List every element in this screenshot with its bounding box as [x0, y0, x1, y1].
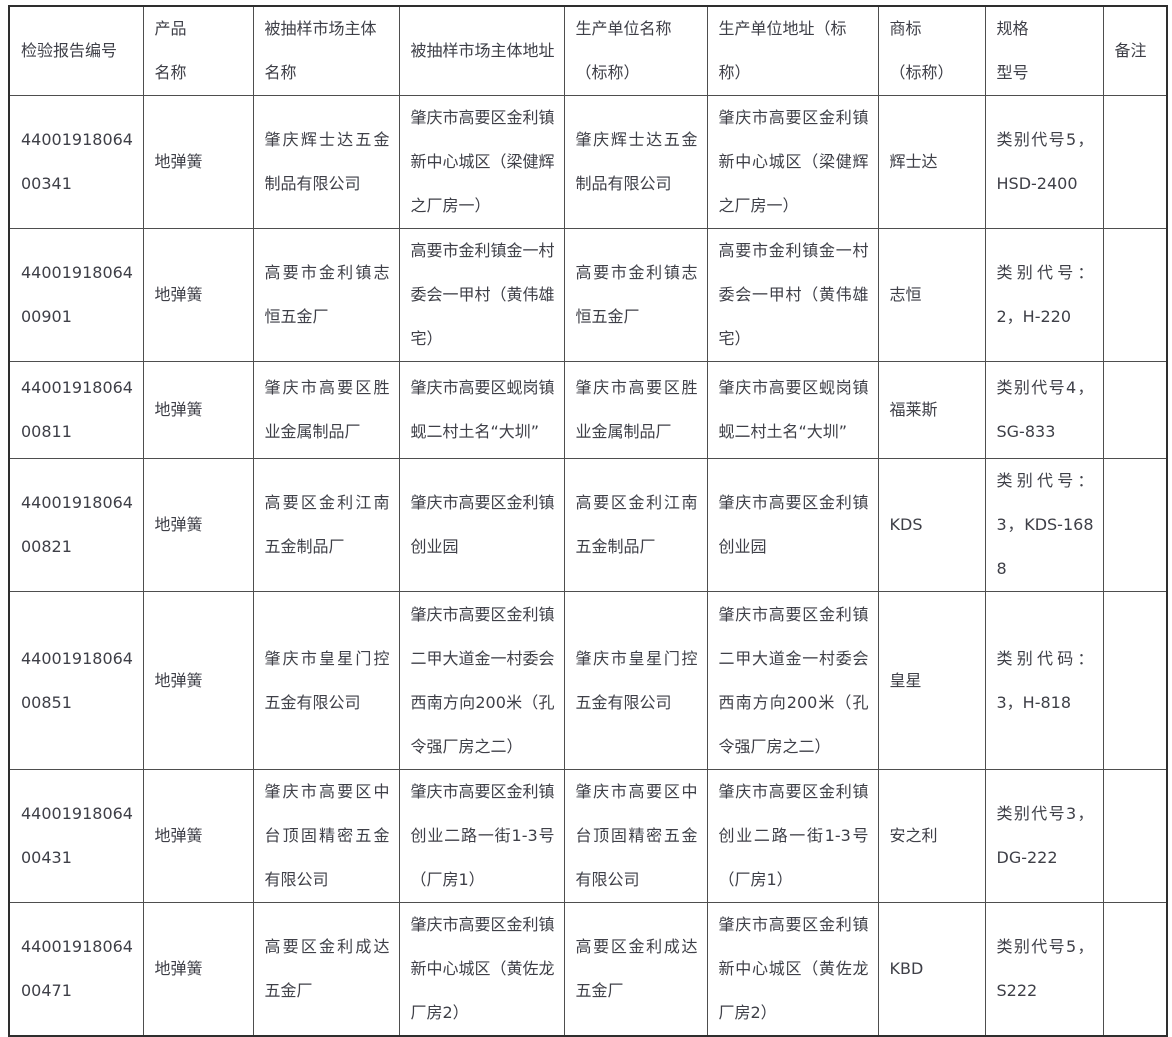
cell-spec-model: 类别代码：3，H-818 [984, 591, 1104, 770]
cell-trademark: KDS [877, 458, 986, 592]
cell-trademark: 辉士达 [877, 95, 986, 229]
cell-sampled-entity-address: 肇庆市高要区金利镇创业园 [398, 458, 565, 592]
cell-spec-model: 类别代号5，S222 [984, 902, 1104, 1037]
cell-sampled-entity-address: 肇庆市高要区金利镇创业二路一街1-3号（厂房1） [398, 769, 565, 903]
cell-sampled-entity-name: 高要区金利江南五金制品厂 [252, 458, 400, 592]
column-header-spec-model: 规格 型号 [984, 5, 1104, 96]
cell-producer-address: 肇庆市高要区蚬岗镇蚬二村土名“大圳” [706, 361, 879, 459]
table-row: 4400191806400431 地弹簧 肇庆市高要区中台顶固精密五金有限公司 … [8, 769, 1168, 903]
cell-producer-address: 肇庆市高要区金利镇创业二路一街1-3号（厂房1） [706, 769, 879, 903]
cell-sampled-entity-name: 高要区金利成达五金厂 [252, 902, 400, 1037]
cell-remarks [1102, 769, 1168, 903]
table-row: 4400191806400341 地弹簧 肇庆辉士达五金制品有限公司 肇庆市高要… [8, 95, 1168, 229]
cell-sampled-entity-name: 肇庆辉士达五金制品有限公司 [252, 95, 400, 229]
table-row: 4400191806400851 地弹簧 肇庆市皇星门控五金有限公司 肇庆市高要… [8, 591, 1168, 770]
cell-producer-name: 肇庆市高要区中台顶固精密五金有限公司 [563, 769, 708, 903]
cell-sampled-entity-address: 肇庆市高要区金利镇新中心城区（梁健辉之厂房一） [398, 95, 565, 229]
column-header-report-no: 检验报告编号 [8, 5, 144, 96]
cell-remarks [1102, 902, 1168, 1037]
cell-sampled-entity-address: 肇庆市高要区金利镇新中心城区（黄佐龙厂房2） [398, 902, 565, 1037]
cell-trademark: 安之利 [877, 769, 986, 903]
cell-spec-model: 类别代号5，HSD-2400 [984, 95, 1104, 229]
cell-sampled-entity-name: 肇庆市高要区胜业金属制品厂 [252, 361, 400, 459]
cell-remarks [1102, 458, 1168, 592]
column-header-product-name: 产品 名称 [142, 5, 254, 96]
cell-producer-address: 肇庆市高要区金利镇二甲大道金一村委会西南方向200米（孔令强厂房之二） [706, 591, 879, 770]
cell-report-no: 4400191806400851 [8, 591, 144, 770]
cell-producer-address: 肇庆市高要区金利镇新中心城区（梁健辉之厂房一） [706, 95, 879, 229]
cell-spec-model: 类别代号3，DG-222 [984, 769, 1104, 903]
cell-sampled-entity-name: 高要市金利镇志恒五金厂 [252, 228, 400, 362]
column-header-trademark: 商标 （标称） [877, 5, 986, 96]
column-header-producer-name: 生产单位名称 （标称） [563, 5, 708, 96]
cell-product-name: 地弹簧 [142, 95, 254, 229]
table-row: 4400191806400811 地弹簧 肇庆市高要区胜业金属制品厂 肇庆市高要… [8, 361, 1168, 459]
column-header-producer-address: 生产单位地址（标 称） [706, 5, 879, 96]
cell-sampled-entity-name: 肇庆市高要区中台顶固精密五金有限公司 [252, 769, 400, 903]
cell-sampled-entity-address: 肇庆市高要区金利镇二甲大道金一村委会西南方向200米（孔令强厂房之二） [398, 591, 565, 770]
cell-product-name: 地弹簧 [142, 361, 254, 459]
cell-report-no: 4400191806400811 [8, 361, 144, 459]
cell-sampled-entity-name: 肇庆市皇星门控五金有限公司 [252, 591, 400, 770]
header-row: 检验报告编号 产品 名称 被抽样市场主体 名称 被抽样市场主体地址 生产单位名称 （标… [8, 5, 1168, 96]
cell-remarks [1102, 228, 1168, 362]
cell-product-name: 地弹簧 [142, 228, 254, 362]
cell-producer-name: 高要市金利镇志恒五金厂 [563, 228, 708, 362]
cell-product-name: 地弹簧 [142, 591, 254, 770]
cell-producer-name: 肇庆市皇星门控五金有限公司 [563, 591, 708, 770]
cell-producer-address: 高要市金利镇金一村委会一甲村（黄伟雄宅） [706, 228, 879, 362]
cell-report-no: 4400191806400901 [8, 228, 144, 362]
cell-remarks [1102, 95, 1168, 229]
cell-sampled-entity-address: 高要市金利镇金一村委会一甲村（黄伟雄宅） [398, 228, 565, 362]
cell-product-name: 地弹簧 [142, 769, 254, 903]
cell-trademark: 志恒 [877, 228, 986, 362]
column-header-remarks: 备注 [1102, 5, 1168, 96]
column-header-sampled-entity-address: 被抽样市场主体地址 [398, 5, 565, 96]
table-row: 4400191806400901 地弹簧 高要市金利镇志恒五金厂 高要市金利镇金… [8, 228, 1168, 362]
cell-producer-name: 肇庆市高要区胜业金属制品厂 [563, 361, 708, 459]
cell-sampled-entity-address: 肇庆市高要区蚬岗镇蚬二村土名“大圳” [398, 361, 565, 459]
cell-trademark: KBD [877, 902, 986, 1037]
cell-remarks [1102, 361, 1168, 459]
column-header-sampled-entity-name: 被抽样市场主体 名称 [252, 5, 400, 96]
cell-producer-name: 高要区金利江南五金制品厂 [563, 458, 708, 592]
cell-remarks [1102, 591, 1168, 770]
cell-producer-address: 肇庆市高要区金利镇创业园 [706, 458, 879, 592]
cell-producer-name: 肇庆辉士达五金制品有限公司 [563, 95, 708, 229]
cell-report-no: 4400191806400471 [8, 902, 144, 1037]
cell-product-name: 地弹簧 [142, 902, 254, 1037]
cell-product-name: 地弹簧 [142, 458, 254, 592]
cell-report-no: 4400191806400341 [8, 95, 144, 229]
table-row: 4400191806400471 地弹簧 高要区金利成达五金厂 肇庆市高要区金利… [8, 902, 1168, 1037]
cell-report-no: 4400191806400821 [8, 458, 144, 592]
cell-producer-address: 肇庆市高要区金利镇新中心城区（黄佐龙厂房2） [706, 902, 879, 1037]
cell-report-no: 4400191806400431 [8, 769, 144, 903]
table-row: 4400191806400821 地弹簧 高要区金利江南五金制品厂 肇庆市高要区… [8, 458, 1168, 592]
cell-spec-model: 类别代号4，SG-833 [984, 361, 1104, 459]
cell-producer-name: 高要区金利成达五金厂 [563, 902, 708, 1037]
inspection-report-table: 检验报告编号 产品 名称 被抽样市场主体 名称 被抽样市场主体地址 生产单位名称 （标… [8, 5, 1168, 1037]
cell-trademark: 福莱斯 [877, 361, 986, 459]
cell-spec-model: 类别代号：3，KDS-1688 [984, 458, 1104, 592]
cell-spec-model: 类别代号：2，H-220 [984, 228, 1104, 362]
cell-trademark: 皇星 [877, 591, 986, 770]
